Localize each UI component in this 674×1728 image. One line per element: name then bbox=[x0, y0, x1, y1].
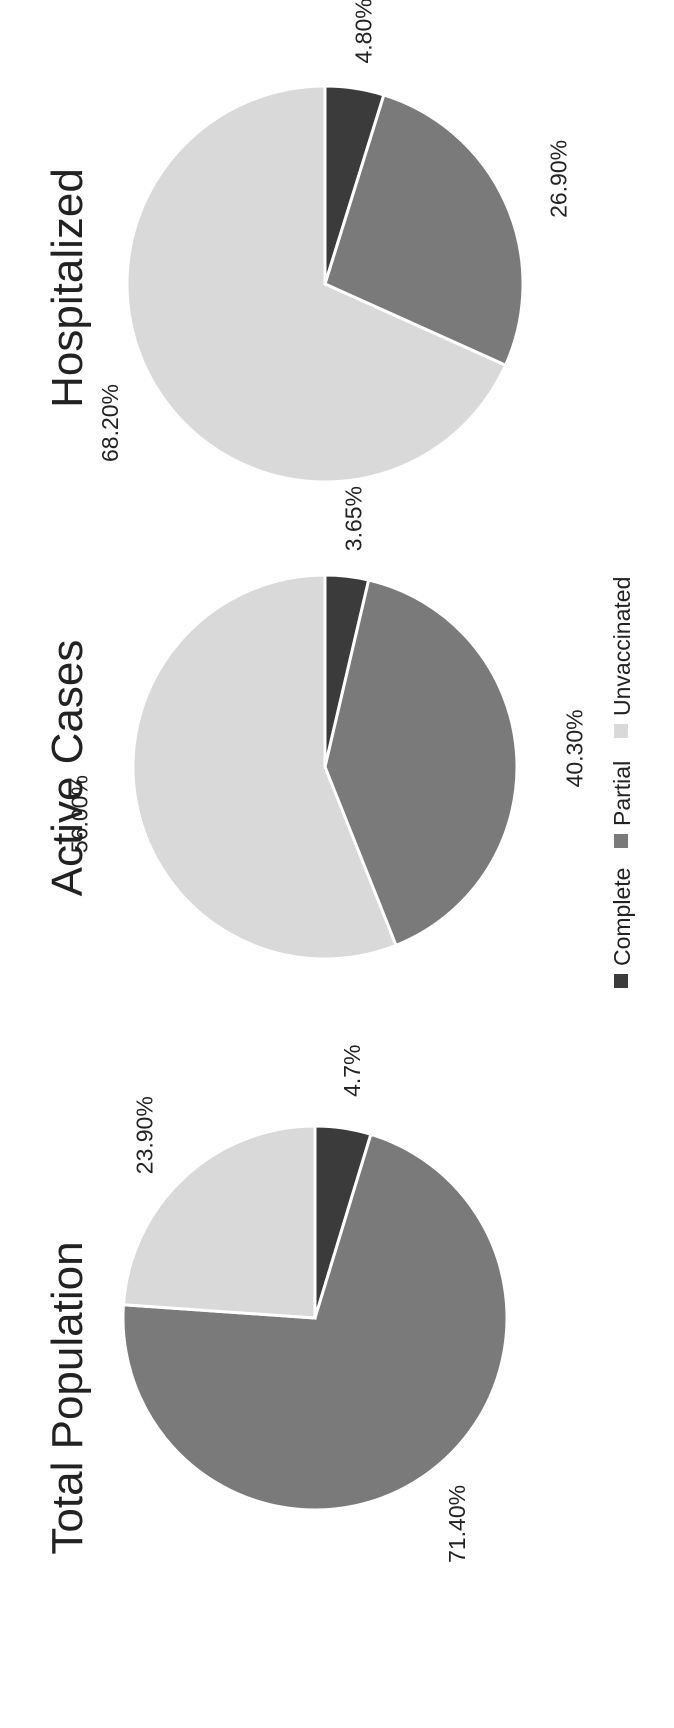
legend-label-complete: Complete bbox=[609, 868, 635, 966]
data-label-total-population-unvaccinated: 23.90% bbox=[131, 1096, 157, 1174]
data-label-active-cases-unvaccinated: 56.00% bbox=[67, 775, 93, 853]
data-label-hospitalized-partial: 26.90% bbox=[545, 140, 571, 218]
chart-title-active-cases: Active Cases bbox=[43, 640, 92, 897]
legend: Complete Partial Unvaccinated bbox=[609, 577, 635, 988]
data-label-total-population-complete: 4.7% bbox=[339, 1044, 365, 1096]
pie-hospitalized: Hospitalized 4.80% 26.90% 68.20% bbox=[43, 0, 571, 484]
legend-label-partial: Partial bbox=[609, 761, 635, 826]
chart-title-total-population: Total Population bbox=[43, 1241, 92, 1554]
legend-swatch-unvaccinated bbox=[614, 724, 628, 738]
pie-active-cases: Active Cases 3.65% 40.30% 56.00% bbox=[43, 486, 587, 961]
chart-title-hospitalized: Hospitalized bbox=[43, 168, 92, 408]
slice-hospitalized-unvaccinated bbox=[125, 84, 508, 484]
slice-active-cases-unvaccinated bbox=[131, 573, 398, 961]
slice-active-cases-partial bbox=[323, 578, 519, 948]
legend-swatch-partial bbox=[614, 834, 628, 848]
legend-swatch-complete bbox=[614, 974, 628, 988]
slice-total-population-partial bbox=[121, 1132, 509, 1512]
slice-total-population-unvaccinated bbox=[121, 1124, 317, 1320]
legend-label-unvaccinated: Unvaccinated bbox=[609, 577, 635, 716]
pie-total-population: Total Population 4.7% 71.40% 23.90% bbox=[43, 1044, 509, 1563]
data-label-active-cases-complete: 3.65% bbox=[341, 486, 367, 551]
data-label-total-population-partial: 71.40% bbox=[444, 1485, 470, 1563]
data-label-active-cases-partial: 40.30% bbox=[561, 709, 587, 787]
data-label-hospitalized-unvaccinated: 68.20% bbox=[97, 384, 123, 462]
slice-hospitalized-partial bbox=[323, 93, 525, 368]
data-label-hospitalized-complete: 4.80% bbox=[351, 0, 377, 64]
